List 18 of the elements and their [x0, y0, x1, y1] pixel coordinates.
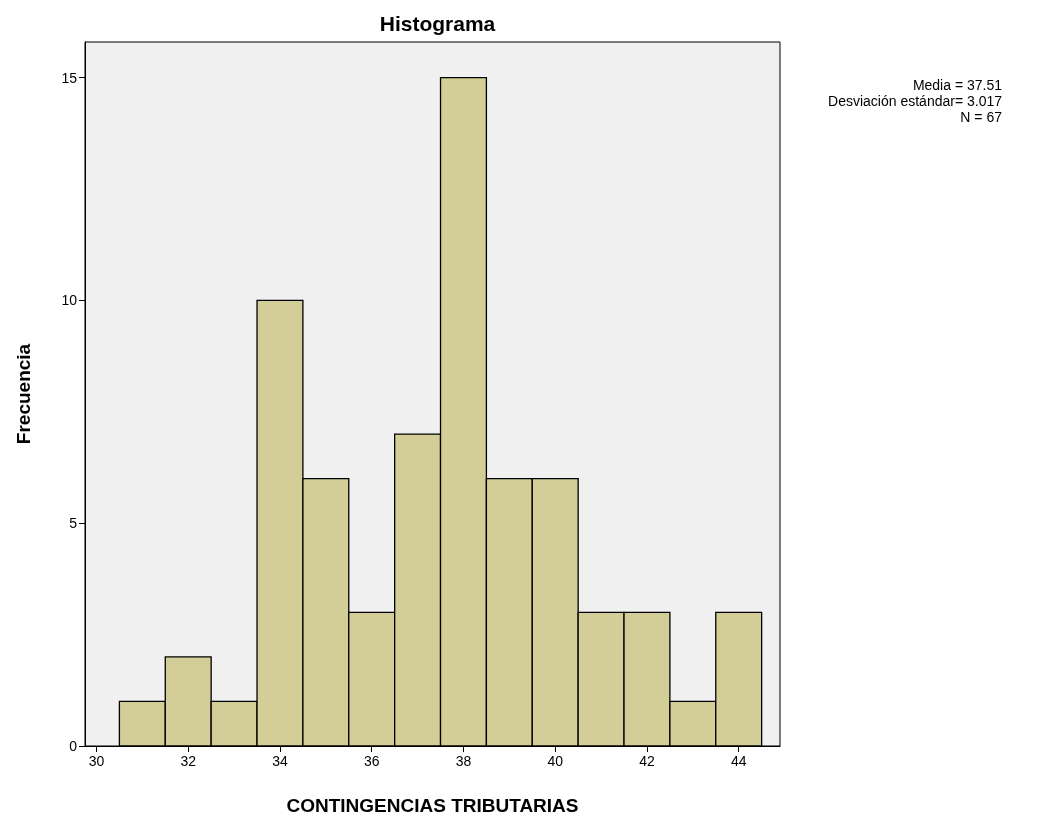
chart-title: Histograma — [379, 12, 496, 35]
x-axis-title: CONTINGENCIAS TRIBUTARIAS — [286, 795, 579, 816]
x-tick-label: 44 — [730, 753, 747, 769]
y-tick-label: 5 — [69, 515, 78, 532]
y-tick-label: 0 — [69, 738, 78, 754]
y-tick-label: 10 — [61, 292, 78, 309]
text: Desviación estándar= 3.017 — [828, 93, 1003, 109]
x-tick-label: 36 — [363, 753, 380, 769]
x-tick-label: 42 — [639, 753, 655, 769]
x-tick-label: 34 — [272, 753, 288, 769]
x-tick-label: 30 — [88, 753, 105, 769]
x-tick-label: 38 — [455, 753, 472, 769]
x-tick-label: 40 — [547, 753, 564, 769]
y-tick-label: 15 — [61, 69, 78, 86]
y-axis-title: Frecuencia — [13, 343, 34, 445]
x-tick-label: 32 — [180, 753, 197, 769]
text: N = 67 — [960, 109, 1003, 125]
text: Media = 37.51 — [912, 77, 1003, 93]
